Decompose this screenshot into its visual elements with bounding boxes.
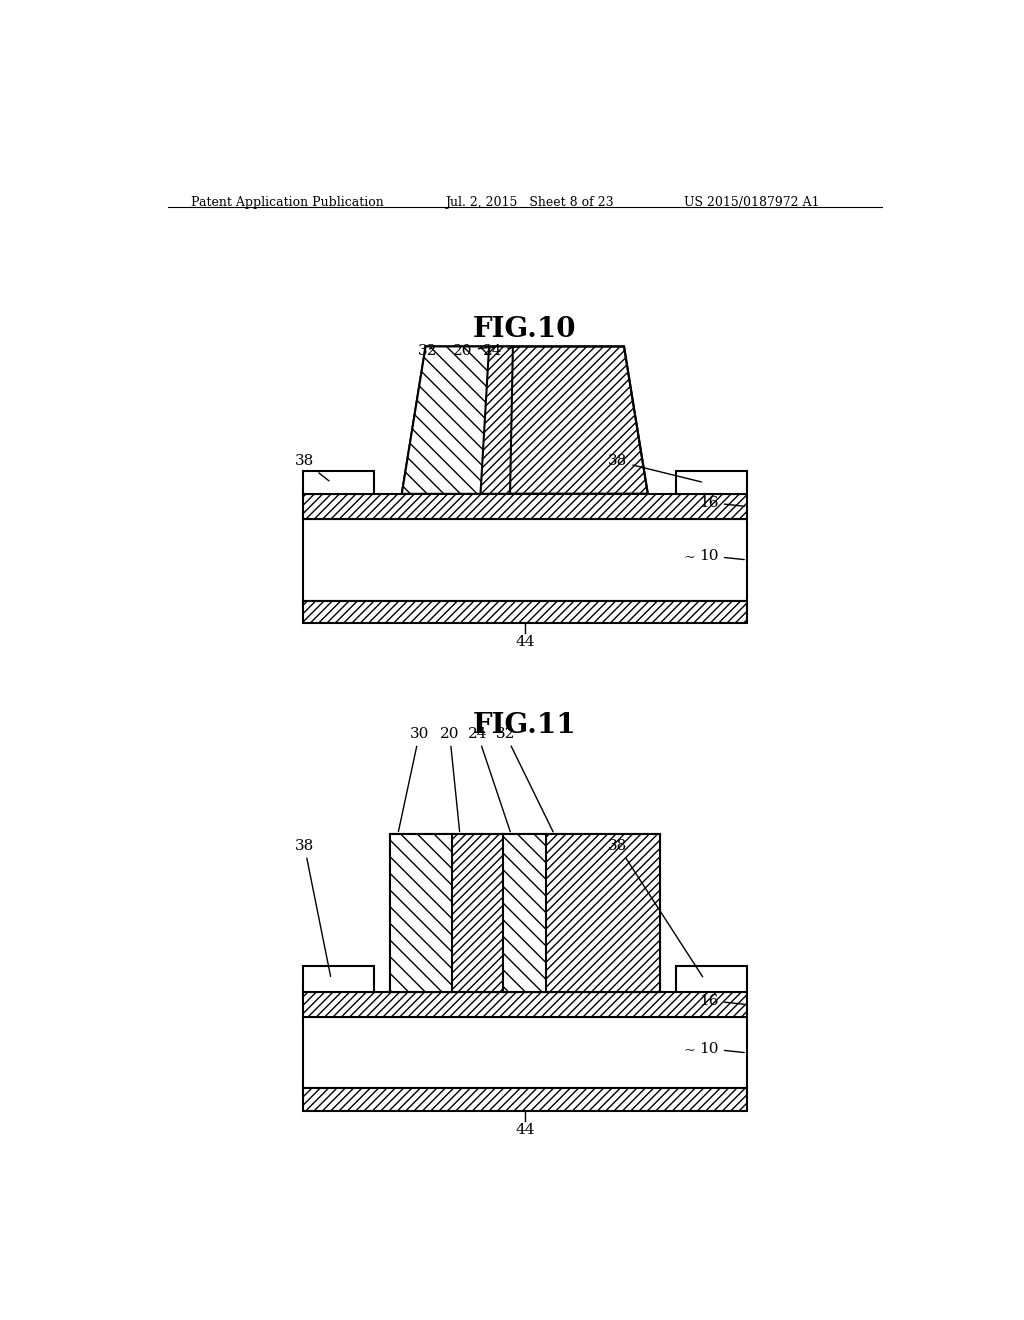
Text: Jul. 2, 2015   Sheet 8 of 23: Jul. 2, 2015 Sheet 8 of 23 xyxy=(445,195,614,209)
Bar xyxy=(390,834,452,991)
Text: 38: 38 xyxy=(608,838,702,977)
Text: 24: 24 xyxy=(482,343,518,358)
Text: ~: ~ xyxy=(684,550,695,565)
Bar xyxy=(452,834,503,991)
Text: 38: 38 xyxy=(295,454,329,480)
Text: FIG.11: FIG.11 xyxy=(473,713,577,739)
Text: 38: 38 xyxy=(295,838,331,977)
Bar xyxy=(303,471,374,494)
Text: 32: 32 xyxy=(418,343,437,358)
Text: US 2015/0187972 A1: US 2015/0187972 A1 xyxy=(684,195,819,209)
Bar xyxy=(303,966,374,991)
Bar xyxy=(503,834,547,991)
Text: Patent Application Publication: Patent Application Publication xyxy=(191,195,384,209)
Bar xyxy=(303,494,748,519)
Text: FIG.10: FIG.10 xyxy=(473,315,577,343)
Bar xyxy=(390,834,659,991)
Polygon shape xyxy=(401,346,489,494)
Polygon shape xyxy=(401,346,648,494)
Text: 16: 16 xyxy=(699,495,744,510)
Text: 30: 30 xyxy=(398,727,429,832)
Text: 44: 44 xyxy=(515,1123,535,1137)
Bar xyxy=(676,966,748,991)
Bar xyxy=(303,1018,748,1089)
Text: 10: 10 xyxy=(699,549,744,562)
Bar xyxy=(303,519,748,601)
Text: 44: 44 xyxy=(515,635,535,649)
Text: 38: 38 xyxy=(608,454,701,482)
Bar xyxy=(303,1089,748,1110)
Text: 32: 32 xyxy=(496,727,553,832)
Bar xyxy=(390,834,659,991)
Bar xyxy=(303,991,748,1018)
Text: 24: 24 xyxy=(468,727,510,832)
Text: ~: ~ xyxy=(684,1044,695,1057)
Bar xyxy=(303,601,748,623)
Text: 10: 10 xyxy=(699,1041,744,1056)
Text: 20: 20 xyxy=(440,727,460,832)
Polygon shape xyxy=(480,346,513,494)
Text: 20: 20 xyxy=(454,343,495,358)
Text: 16: 16 xyxy=(699,994,744,1007)
Bar xyxy=(676,471,748,494)
Bar xyxy=(547,834,659,991)
